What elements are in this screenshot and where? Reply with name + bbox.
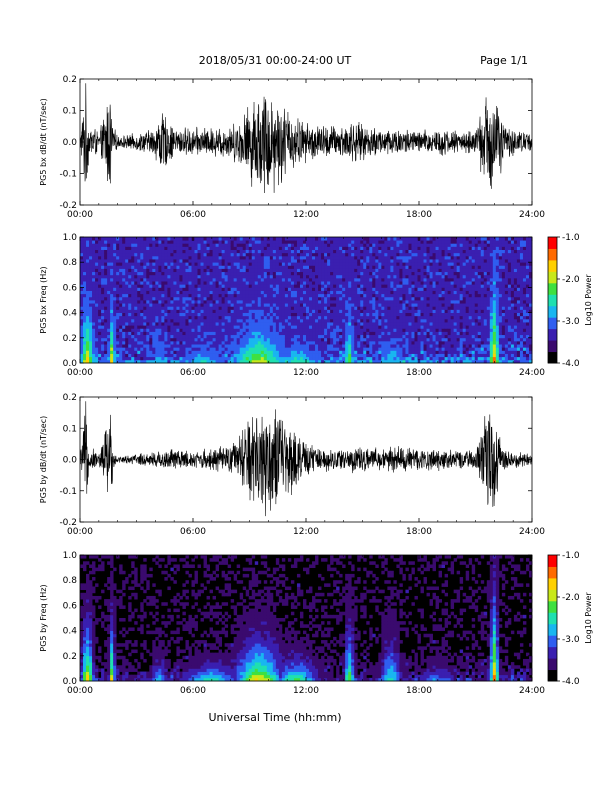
y-tick-label: 0.6	[63, 283, 78, 293]
x-tick-label: 06:00	[180, 686, 206, 696]
colorbar-segment	[548, 555, 557, 567]
y-axis-title: PG5 by Freq (Hz)	[39, 584, 48, 651]
by-spectrogram-panel: -1.0 -2.0 -3.0 -4.0 Log10 Power 00:00 06:00 12:…	[39, 551, 593, 696]
y-tick-label: 0.6	[63, 601, 78, 611]
y-tick-label: 1.0	[63, 233, 78, 243]
colorbar-tick-label: -2.0	[562, 275, 580, 285]
colorbar-segment	[548, 271, 557, 283]
colorbar-segment	[548, 340, 557, 352]
waveform-trace	[80, 401, 532, 516]
y-tick-label: 0.0	[63, 677, 78, 687]
x-tick-label: 18:00	[406, 527, 432, 537]
x-tick-label: 06:00	[180, 527, 206, 537]
spectrogram-cells	[80, 237, 532, 363]
date-range-title: 2018/05/31 00:00-24:00 UT	[199, 54, 352, 67]
x-tick-label: 00:00	[67, 686, 93, 696]
y-tick-label: -0.1	[59, 170, 77, 180]
colorbar-segment	[548, 260, 557, 272]
colorbar-segment	[548, 647, 557, 659]
x-tick-label: 12:00	[293, 368, 319, 378]
y-tick-label: -0.2	[59, 518, 77, 528]
y-tick-label: 0.0	[63, 138, 78, 148]
colorbar: -1.0 -2.0 -3.0 -4.0 Log10 Power	[548, 233, 593, 369]
x-tick-label: 06:00	[180, 368, 206, 378]
colorbar-segment	[548, 329, 557, 341]
colorbar-segment	[548, 670, 557, 682]
x-tick-label: 12:00	[293, 210, 319, 220]
y-tick-label: 0.4	[63, 309, 78, 319]
x-tick-label: 00:00	[67, 210, 93, 220]
colorbar-segment	[548, 589, 557, 601]
colorbar-segment	[548, 317, 557, 329]
y-tick-label: 0.0	[63, 456, 78, 466]
colorbar-tick-label: -4.0	[562, 359, 580, 369]
x-tick-label: 06:00	[180, 210, 206, 220]
y-tick-label: 0.4	[63, 627, 78, 637]
x-axis-title: Universal Time (hh:mm)	[209, 711, 342, 724]
colorbar-tick-label: -1.0	[562, 233, 580, 243]
x-tick-label: 24:00	[519, 686, 545, 696]
colorbar-segment	[548, 294, 557, 306]
x-tick-label: 24:00	[519, 368, 545, 378]
colorbar-segment	[548, 306, 557, 318]
colorbar-segment	[548, 578, 557, 590]
x-tick-label: 00:00	[67, 527, 93, 537]
colorbar-label: Log10 Power	[584, 274, 593, 326]
x-tick-label: 12:00	[293, 686, 319, 696]
y-tick-label: -0.1	[59, 487, 77, 497]
x-tick-label: 12:00	[293, 527, 319, 537]
y-tick-label: 0.8	[63, 258, 78, 268]
colorbar-segment	[548, 283, 557, 295]
y-tick-label: 0.2	[63, 652, 77, 662]
y-tick-label: 0.1	[63, 107, 77, 117]
waveform-trace	[80, 83, 532, 193]
colorbar-tick-label: -3.0	[562, 635, 580, 645]
colorbar-segment	[548, 601, 557, 613]
x-tick-label: 24:00	[519, 527, 545, 537]
x-tick-label: 18:00	[406, 210, 432, 220]
colorbar-segment	[548, 612, 557, 624]
colorbar-segment	[548, 248, 557, 260]
y-tick-label: -0.2	[59, 201, 77, 211]
colorbar-tick-label: -3.0	[562, 317, 580, 327]
colorbar-segment	[548, 352, 557, 364]
x-tick-label: 18:00	[406, 368, 432, 378]
x-tick-label: 00:00	[67, 368, 93, 378]
colorbar-segment	[548, 237, 557, 249]
y-axis-title: PG5 bx dB/dt (nT/sec)	[39, 98, 48, 185]
page-indicator: Page 1/1	[480, 54, 528, 67]
y-tick-label: 0.0	[63, 359, 78, 369]
colorbar-segment	[548, 635, 557, 647]
bx-waveform-panel: 00:00 06:00 12:00 18:00 24:00 -0.2 -0.1 0.0 0.1 0…	[39, 75, 545, 220]
y-tick-label: 1.0	[63, 551, 78, 561]
y-tick-label: 0.2	[63, 393, 77, 403]
colorbar-tick-label: -2.0	[562, 593, 580, 603]
colorbar-segment	[548, 624, 557, 636]
colorbar-tick-label: -1.0	[562, 551, 580, 561]
y-axis-title: PG5 by dB/dt (nT/sec)	[39, 416, 48, 503]
colorbar-label: Log10 Power	[584, 592, 593, 644]
x-tick-label: 18:00	[406, 686, 432, 696]
y-tick-label: 0.2	[63, 75, 77, 85]
y-tick-label: 0.1	[63, 424, 77, 434]
x-tick-label: 24:00	[519, 210, 545, 220]
y-tick-label: 0.8	[63, 576, 78, 586]
colorbar: -1.0 -2.0 -3.0 -4.0 Log10 Power	[548, 551, 593, 687]
colorbar-segment	[548, 658, 557, 670]
by-waveform-panel: 00:00 06:00 12:00 18:00 24:00 -0.2 -0.1 0.0 0.1 0…	[39, 393, 545, 537]
y-axis-title: PG5 bx Freq (Hz)	[39, 266, 48, 333]
colorbar-tick-label: -4.0	[562, 677, 580, 687]
y-tick-label: 0.2	[63, 334, 77, 344]
bx-spectrogram-panel: -1.0 -2.0 -3.0 -4.0 Log10 Power 00:00 06:00 12:…	[39, 233, 593, 378]
colorbar-segment	[548, 566, 557, 578]
